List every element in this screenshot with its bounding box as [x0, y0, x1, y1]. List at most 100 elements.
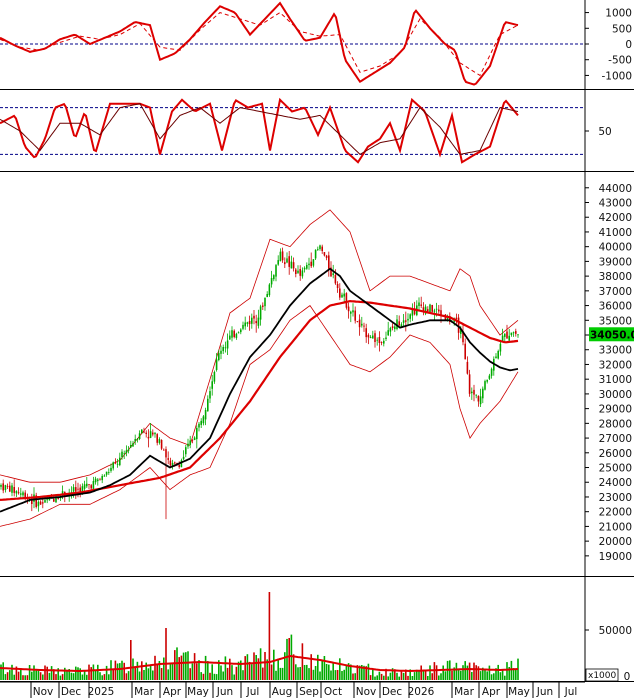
volume-bar	[308, 668, 310, 680]
volume-bar	[484, 668, 486, 680]
volume-bar	[158, 661, 161, 680]
volume-bar	[119, 663, 121, 680]
candle-body	[273, 275, 275, 280]
xtick-label-3: Mar	[134, 686, 154, 698]
candle-body	[365, 328, 367, 338]
volume-bar	[94, 670, 97, 680]
volume-bar	[42, 674, 44, 680]
volume-axis-zero-label: 0	[624, 671, 631, 683]
volume-bar	[376, 675, 378, 680]
candle-body	[515, 331, 517, 334]
volume-bar	[405, 669, 407, 680]
candle-body	[240, 329, 242, 333]
xtick-label-15: Apr	[482, 686, 501, 698]
oscillator-ytick-label-0: 1000	[605, 8, 632, 20]
candle-body	[224, 347, 227, 349]
volume-bar	[77, 667, 79, 680]
volume-bar	[488, 665, 491, 680]
volume-bar	[442, 665, 444, 680]
price-ytick-label-16: 28000	[599, 418, 632, 430]
candle-body	[427, 309, 429, 312]
volume-bar	[407, 675, 409, 680]
volume-bar	[37, 670, 40, 680]
candle-body	[213, 372, 216, 382]
volume-bar	[92, 664, 95, 680]
candle-body	[374, 333, 376, 342]
xtick-label-13: 2026	[408, 686, 435, 698]
candle-body	[158, 439, 161, 443]
candle-body	[286, 258, 288, 263]
volume-bar	[332, 662, 334, 680]
candle-body	[88, 484, 90, 485]
candle-body	[376, 339, 378, 341]
candle-body	[262, 305, 264, 307]
candle-body	[218, 353, 220, 360]
stochastic-ytick-label-0: 50	[598, 126, 611, 138]
candle-body	[279, 251, 282, 262]
volume-bar	[244, 656, 246, 680]
volume-bar	[99, 672, 101, 680]
candle-body	[290, 261, 293, 269]
volume-bar	[314, 666, 317, 680]
candle-body	[292, 262, 295, 269]
candle-body	[182, 456, 185, 460]
candle-body	[354, 310, 356, 321]
volume-bar	[209, 672, 211, 680]
candle-body	[321, 246, 323, 251]
volume-bar	[336, 670, 339, 680]
volume-bar	[475, 665, 477, 680]
volume-bar	[471, 672, 473, 680]
xtick-label-16: May	[508, 686, 530, 698]
candle-body	[418, 302, 420, 306]
volume-bar	[224, 656, 227, 680]
candle-body	[81, 486, 84, 493]
candle-body	[134, 439, 136, 442]
candle-body	[130, 445, 132, 448]
volume-bar	[66, 670, 68, 680]
volume-bar	[105, 665, 108, 680]
candle-body	[358, 319, 361, 328]
volume-bar	[515, 668, 517, 680]
candle-body	[328, 255, 330, 269]
volume-bar	[182, 652, 185, 680]
candle-body	[246, 322, 249, 324]
volume-bar	[222, 671, 224, 680]
volume-bar	[2, 662, 4, 680]
candle-body	[220, 350, 222, 354]
volume-bar	[435, 665, 438, 680]
panels	[0, 0, 634, 683]
candle-body	[295, 269, 297, 274]
volume-bar	[493, 673, 495, 680]
candle-body	[17, 492, 20, 494]
volume-bar	[321, 659, 323, 680]
volume-bar	[167, 669, 169, 680]
candle-body	[303, 267, 306, 270]
volume-bar	[486, 671, 488, 680]
volume-bar	[50, 666, 53, 680]
candle-body	[132, 443, 134, 447]
volume-bar	[420, 665, 422, 680]
volume-bar	[132, 658, 134, 680]
volume-bar	[220, 665, 222, 680]
candle-body	[149, 431, 152, 438]
volume-bar	[468, 662, 471, 680]
candle-body	[209, 391, 211, 399]
candle-body	[508, 335, 510, 341]
volume-bar	[83, 670, 86, 680]
candle-body	[4, 485, 7, 490]
volume-bar	[17, 671, 20, 680]
candle-body	[136, 439, 139, 440]
volume-bar	[112, 669, 114, 680]
volume-bar	[361, 665, 363, 680]
candle-body	[380, 342, 383, 343]
candle-body	[94, 478, 97, 483]
volume-bar	[143, 670, 145, 680]
volume-bar	[367, 663, 370, 680]
volume-bar	[174, 650, 176, 680]
volume-bar	[229, 658, 231, 680]
volume-bar	[508, 667, 510, 680]
volume-bar	[13, 674, 15, 680]
candle-body	[385, 337, 387, 339]
candle-body	[112, 462, 114, 469]
